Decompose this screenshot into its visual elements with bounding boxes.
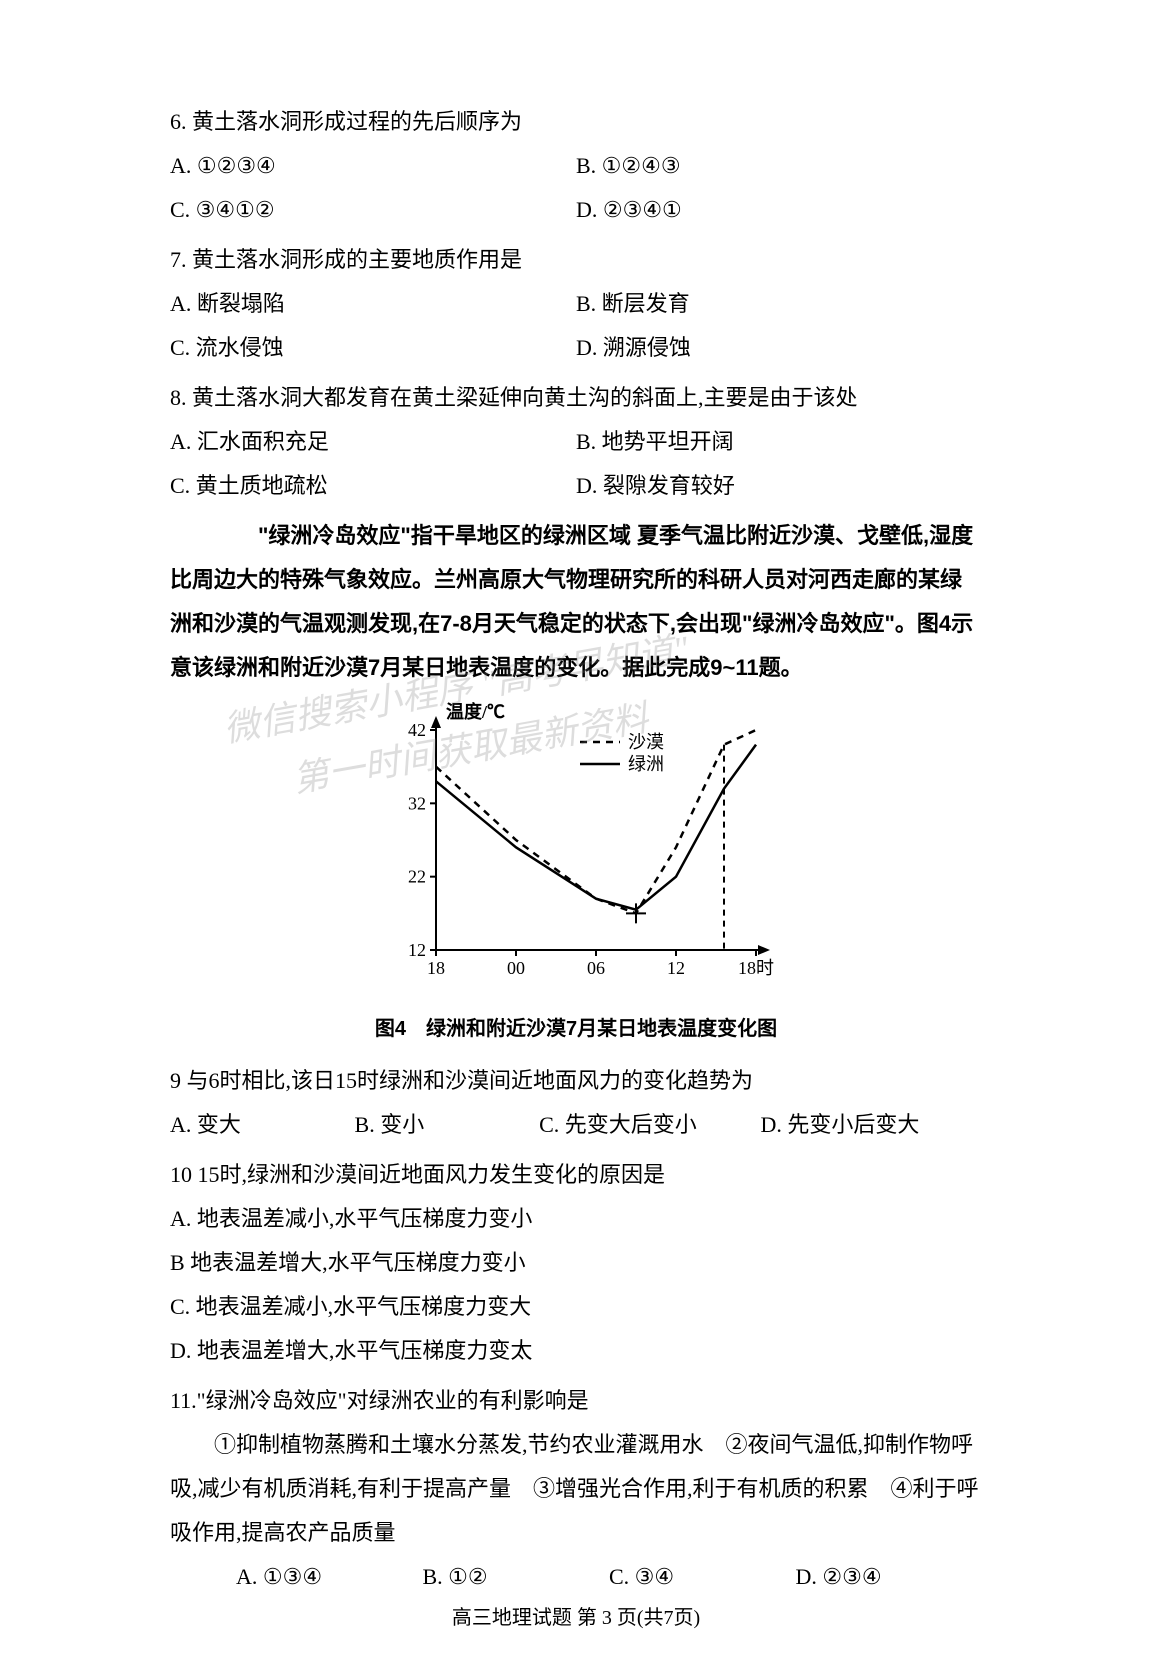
question-11: 11."绿洲冷岛效应"对绿洲农业的有利影响是 ①抑制植物蒸腾和土壤水分蒸发,节约… bbox=[170, 1379, 982, 1599]
svg-text:00: 00 bbox=[507, 958, 525, 978]
svg-text:沙漠: 沙漠 bbox=[628, 732, 664, 752]
question-7: 7. 黄土落水洞形成的主要地质作用是 A. 断裂塌陷 B. 断层发育 C. 流水… bbox=[170, 238, 982, 370]
q6-opt-d: D. ②③④① bbox=[576, 188, 982, 232]
svg-text:温度/℃: 温度/℃ bbox=[446, 701, 505, 722]
svg-text:18时: 18时 bbox=[738, 958, 774, 978]
q6-stem: 6. 黄土落水洞形成过程的先后顺序为 bbox=[170, 100, 982, 144]
svg-text:18: 18 bbox=[427, 958, 445, 978]
q9-opt-a: A. 变大 bbox=[170, 1103, 355, 1147]
q11-opt-c: C. ③④ bbox=[609, 1555, 796, 1599]
q6-opt-a: A. ①②③④ bbox=[170, 144, 576, 188]
chart-figure4: 12 22 32 42 18 00 06 12 18时 温度/℃ 沙漠绿洲 图4 绿洲和附近沙漠7月… bbox=[170, 700, 982, 1049]
q7-opt-d: D. 溯源侵蚀 bbox=[576, 326, 982, 370]
q10-opt-d: D. 地表温差增大,水平气压梯度力变太 bbox=[170, 1329, 982, 1373]
q9-opt-b: B. 变小 bbox=[355, 1103, 540, 1147]
q10-stem: 10 15时,绿洲和沙漠间近地面风力发生变化的原因是 bbox=[170, 1153, 982, 1197]
page-footer: 高三地理试题 第 3 页(共7页) bbox=[0, 1601, 1152, 1630]
q11-opt-d: D. ②③④ bbox=[796, 1555, 983, 1599]
svg-text:06: 06 bbox=[587, 958, 605, 978]
passage-text: "绿洲冷岛效应"指干旱地区的绿洲区域 夏季气温比附近沙漠、戈壁低,湿度比周边大的… bbox=[170, 514, 982, 690]
svg-text:绿洲: 绿洲 bbox=[628, 754, 664, 774]
q8-stem: 8. 黄土落水洞大都发育在黄土梁延伸向黄土沟的斜面上,主要是由于该处 bbox=[170, 376, 982, 420]
svg-text:32: 32 bbox=[408, 793, 426, 813]
q9-stem: 9 与6时相比,该日15时绿洲和沙漠间近地面风力的变化趋势为 bbox=[170, 1059, 982, 1103]
q6-opt-c: C. ③④①② bbox=[170, 188, 576, 232]
q10-opt-a: A. 地表温差减小,水平气压梯度力变小 bbox=[170, 1197, 982, 1241]
q10-opt-c: C. 地表温差减小,水平气压梯度力变大 bbox=[170, 1285, 982, 1329]
chart-caption: 图4 绿洲和附近沙漠7月某日地表温度变化图 bbox=[170, 1009, 982, 1049]
q8-opt-a: A. 汇水面积充足 bbox=[170, 420, 576, 464]
svg-text:22: 22 bbox=[408, 867, 426, 887]
exam-content: 6. 黄土落水洞形成过程的先后顺序为 A. ①②③④ B. ①②④③ C. ③④… bbox=[170, 100, 982, 1599]
q11-opt-b: B. ①② bbox=[423, 1555, 610, 1599]
q8-opt-b: B. 地势平坦开阔 bbox=[576, 420, 982, 464]
q11-stem: 11."绿洲冷岛效应"对绿洲农业的有利影响是 bbox=[170, 1379, 982, 1423]
svg-text:42: 42 bbox=[408, 720, 426, 740]
temperature-chart: 12 22 32 42 18 00 06 12 18时 温度/℃ 沙漠绿洲 bbox=[366, 700, 786, 990]
q6-opt-b: B. ①②④③ bbox=[576, 144, 982, 188]
q7-opt-c: C. 流水侵蚀 bbox=[170, 326, 576, 370]
q7-stem: 7. 黄土落水洞形成的主要地质作用是 bbox=[170, 238, 982, 282]
question-10: 10 15时,绿洲和沙漠间近地面风力发生变化的原因是 A. 地表温差减小,水平气… bbox=[170, 1153, 982, 1373]
q9-opt-d: D. 先变小后变大 bbox=[761, 1103, 982, 1147]
q8-opt-c: C. 黄土质地疏松 bbox=[170, 464, 576, 508]
q7-opt-a: A. 断裂塌陷 bbox=[170, 282, 576, 326]
svg-text:12: 12 bbox=[667, 958, 685, 978]
question-9: 9 与6时相比,该日15时绿洲和沙漠间近地面风力的变化趋势为 A. 变大 B. … bbox=[170, 1059, 982, 1147]
q9-opt-c: C. 先变大后变小 bbox=[539, 1103, 760, 1147]
svg-text:12: 12 bbox=[408, 940, 426, 960]
q10-opt-b: B 地表温差增大,水平气压梯度力变小 bbox=[170, 1241, 982, 1285]
q11-opt-a: A. ①③④ bbox=[236, 1555, 423, 1599]
q8-opt-d: D. 裂隙发育较好 bbox=[576, 464, 982, 508]
question-6: 6. 黄土落水洞形成过程的先后顺序为 A. ①②③④ B. ①②④③ C. ③④… bbox=[170, 100, 982, 232]
q7-opt-b: B. 断层发育 bbox=[576, 282, 982, 326]
q11-sub: ①抑制植物蒸腾和土壤水分蒸发,节约农业灌溉用水 ②夜间气温低,抑制作物呼吸,减少… bbox=[170, 1423, 982, 1555]
question-8: 8. 黄土落水洞大都发育在黄土梁延伸向黄土沟的斜面上,主要是由于该处 A. 汇水… bbox=[170, 376, 982, 508]
